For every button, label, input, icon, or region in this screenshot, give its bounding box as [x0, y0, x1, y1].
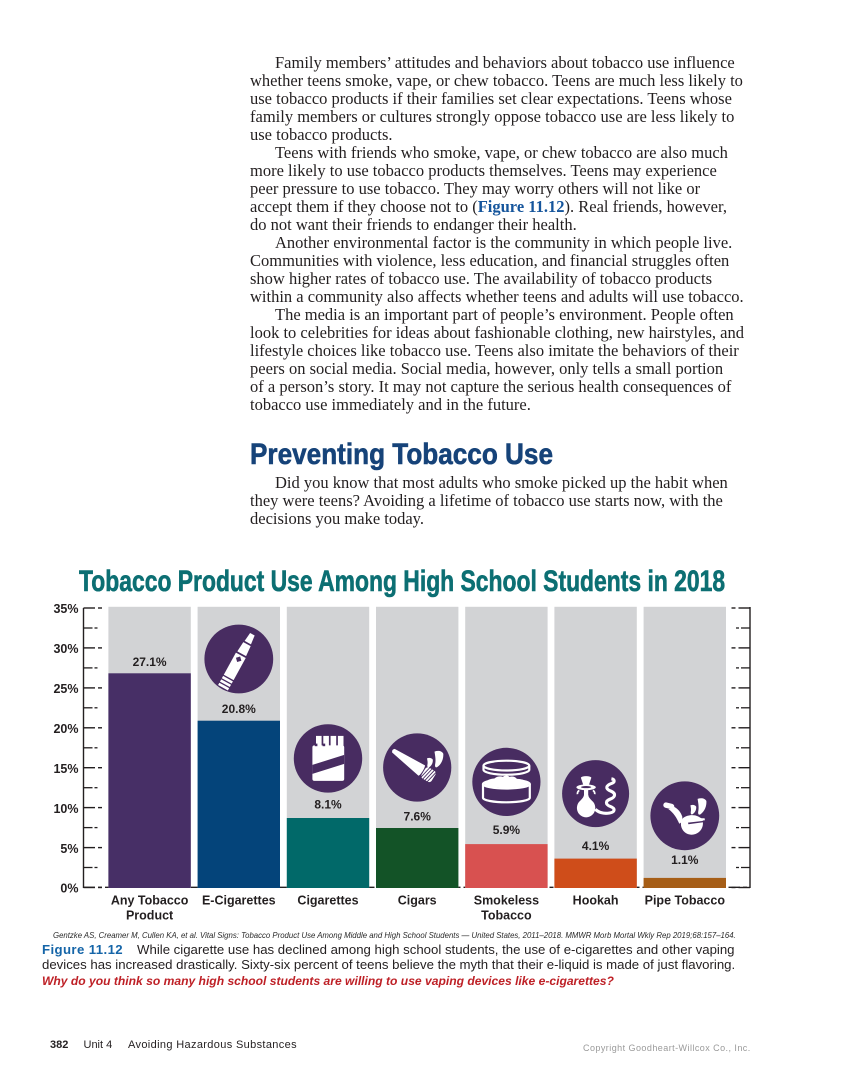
svg-text:Smokeless: Smokeless — [474, 894, 539, 908]
svg-text:5.9%: 5.9% — [493, 823, 521, 837]
svg-text:Tobacco: Tobacco — [481, 909, 532, 923]
svg-text:1.1%: 1.1% — [671, 853, 699, 867]
svg-text:25%: 25% — [53, 682, 78, 696]
svg-text:7.6%: 7.6% — [404, 810, 432, 824]
svg-text:Pipe Tobacco: Pipe Tobacco — [645, 894, 726, 908]
svg-text:Cigarettes: Cigarettes — [297, 894, 358, 908]
svg-text:20.8%: 20.8% — [222, 702, 256, 716]
svg-text:E-Cigarettes: E-Cigarettes — [202, 894, 276, 908]
svg-text:Hookah: Hookah — [573, 894, 619, 908]
svg-text:10%: 10% — [53, 802, 78, 816]
svg-text:27.1%: 27.1% — [133, 655, 167, 669]
svg-text:5%: 5% — [60, 842, 78, 856]
svg-text:Product: Product — [126, 909, 174, 923]
svg-text:15%: 15% — [53, 762, 78, 776]
svg-text:8.1%: 8.1% — [314, 798, 342, 812]
svg-text:30%: 30% — [53, 642, 78, 656]
svg-text:Cigars: Cigars — [398, 894, 437, 908]
svg-text:35%: 35% — [53, 602, 78, 616]
svg-text:20%: 20% — [53, 722, 78, 736]
svg-text:0%: 0% — [60, 882, 78, 896]
svg-text:Any Tobacco: Any Tobacco — [111, 894, 189, 908]
svg-text:4.1%: 4.1% — [582, 839, 610, 853]
